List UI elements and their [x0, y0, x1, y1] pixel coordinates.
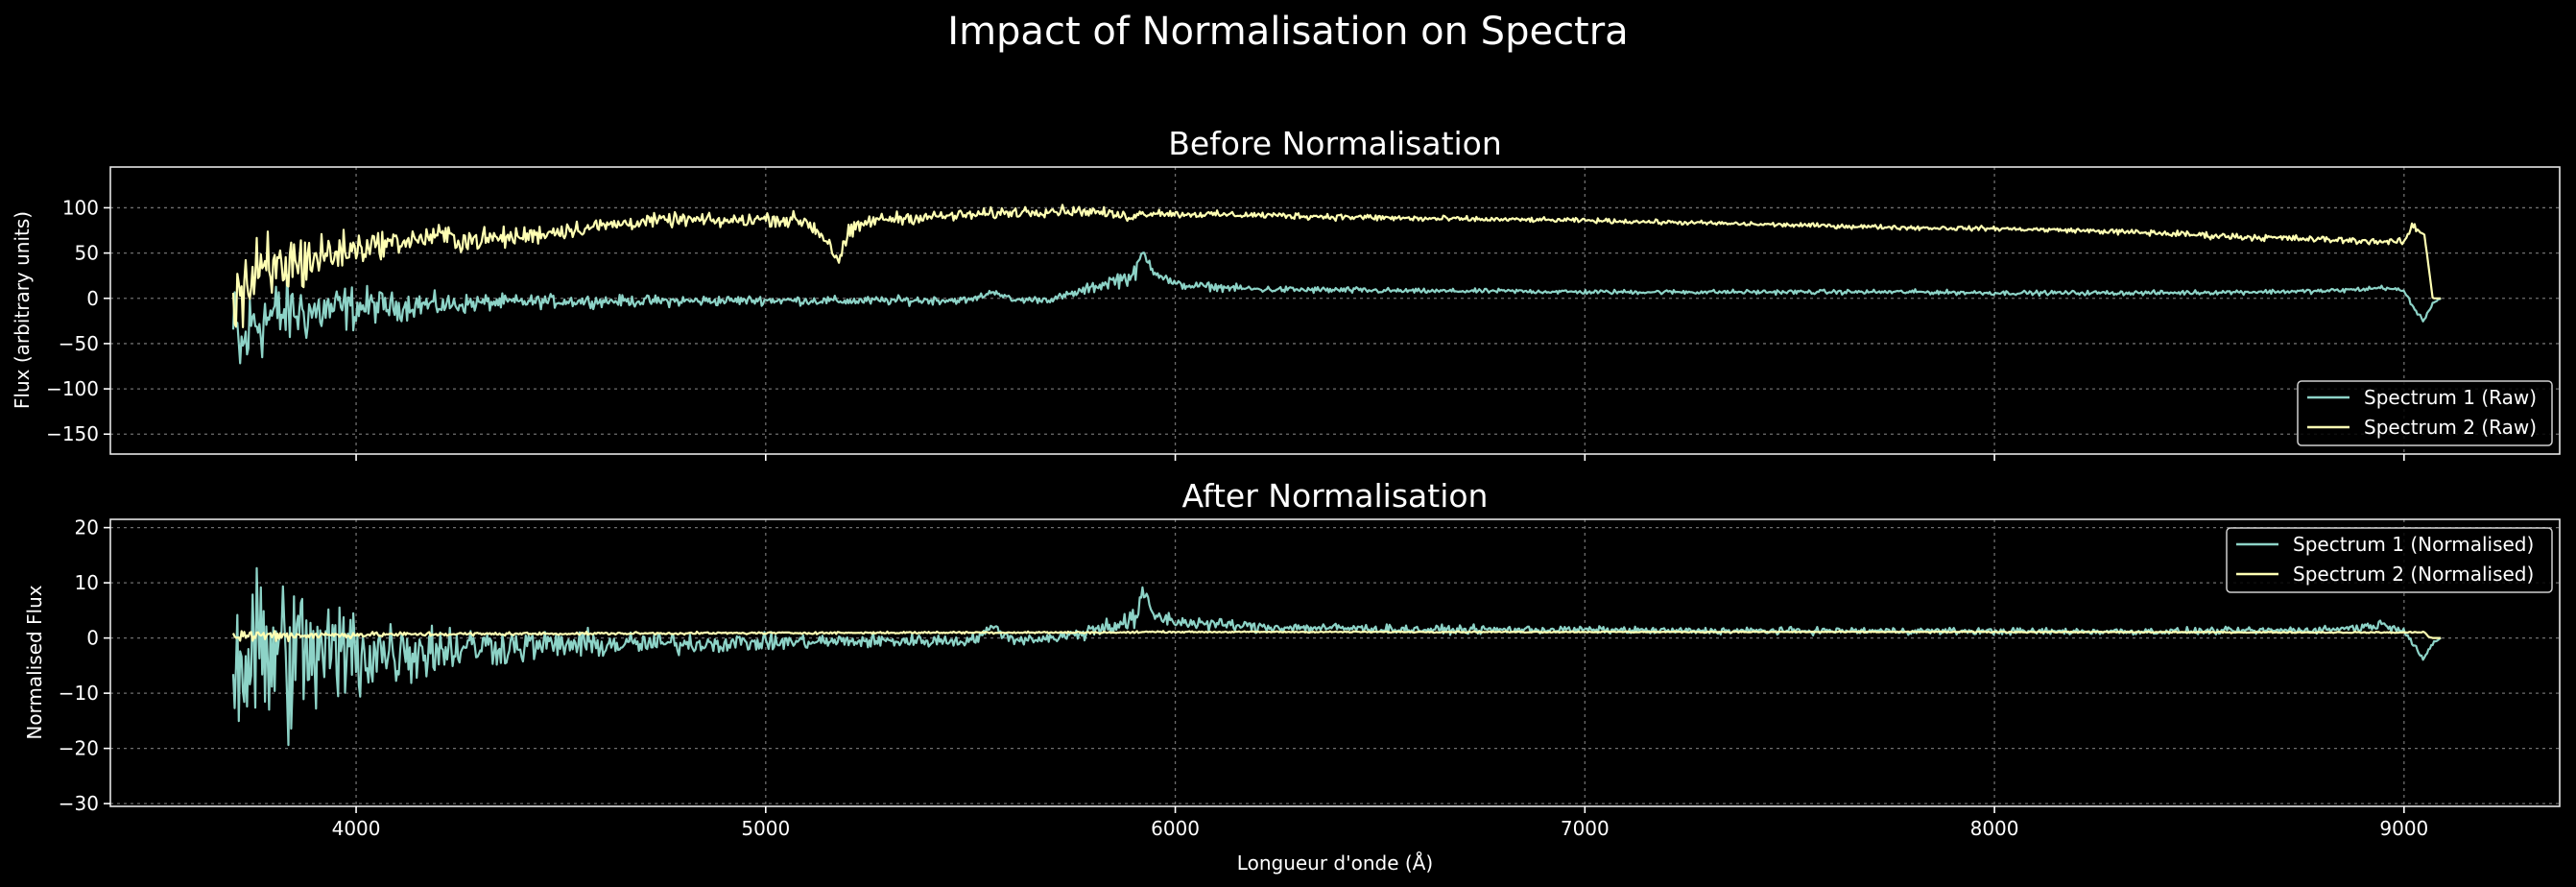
xlabel: Longueur d'onde (Å) — [1237, 851, 1433, 875]
ytick-label-100: 100 — [62, 196, 99, 219]
xticks-after: 4000 5000 6000 7000 8000 9000 — [332, 806, 2428, 840]
yticks-after: −30 −20 −10 0 10 20 — [59, 516, 110, 815]
ytick-label-10: 10 — [75, 571, 99, 594]
series-line-spectrum-1-raw — [231, 252, 2442, 365]
series-line-spectrum-2-normalised — [231, 630, 2442, 643]
ytick-label-50: 50 — [75, 242, 99, 265]
yticks-before: −150 −100 −50 0 50 100 — [46, 196, 110, 445]
ytick-label--30: −30 — [59, 792, 99, 815]
ylabel-after: Normalised Flux — [23, 585, 46, 739]
subplot-before-normalisation: Before Normalisation Flux (arbitrary uni… — [11, 125, 2561, 461]
grid-after — [110, 519, 2560, 806]
xtick-label-7000: 7000 — [1561, 817, 1610, 840]
xtick-label-8000: 8000 — [1970, 817, 2019, 840]
legend-label-spectrum1-raw: Spectrum 1 (Raw) — [2364, 386, 2537, 409]
series-line-spectrum-1-normalised — [231, 566, 2442, 747]
legend-label-spectrum2-normalised: Spectrum 2 (Normalised) — [2293, 563, 2534, 586]
legend-after: Spectrum 1 (Normalised) Spectrum 2 (Norm… — [2226, 527, 2553, 593]
figure-suptitle: Impact of Normalisation on Spectra — [947, 10, 1628, 54]
ytick-label-0: 0 — [86, 627, 99, 650]
ytick-label-0: 0 — [86, 287, 99, 310]
ytick-label--20: −20 — [59, 737, 99, 760]
ytick-label--10: −10 — [59, 682, 99, 705]
axes-frame-before — [109, 166, 2561, 455]
subplot-after-normalisation: After Normalisation Normalised Flux −30−… — [23, 477, 2561, 840]
legend-label-spectrum2-raw: Spectrum 2 (Raw) — [2364, 416, 2537, 439]
xticks-before — [355, 454, 2405, 461]
ytick-label--50: −50 — [59, 332, 99, 355]
subplot-title-after: After Normalisation — [1182, 477, 1489, 515]
legend-frame-before — [2297, 380, 2553, 446]
ytick-label-20: 20 — [75, 516, 99, 539]
grid-before — [110, 167, 2560, 454]
subplot-title-before: Before Normalisation — [1168, 125, 1502, 162]
series-line-spectrum-2-raw — [231, 204, 2442, 328]
xtick-label-5000: 5000 — [741, 817, 790, 840]
series-after — [231, 566, 2442, 747]
legend-frame-after — [2226, 527, 2553, 593]
ytick-label--100: −100 — [46, 377, 99, 400]
xtick-label-4000: 4000 — [332, 817, 381, 840]
legend-before: Spectrum 1 (Raw) Spectrum 2 (Raw) — [2297, 380, 2553, 446]
xtick-label-6000: 6000 — [1151, 817, 1200, 840]
ylabel-before: Flux (arbitrary units) — [11, 211, 34, 409]
axes-frame-after — [109, 518, 2561, 807]
legend-label-spectrum1-normalised: Spectrum 1 (Normalised) — [2293, 533, 2534, 556]
ytick-label--150: −150 — [46, 422, 99, 445]
xtick-label-9000: 9000 — [2379, 817, 2428, 840]
series-before — [231, 204, 2442, 365]
